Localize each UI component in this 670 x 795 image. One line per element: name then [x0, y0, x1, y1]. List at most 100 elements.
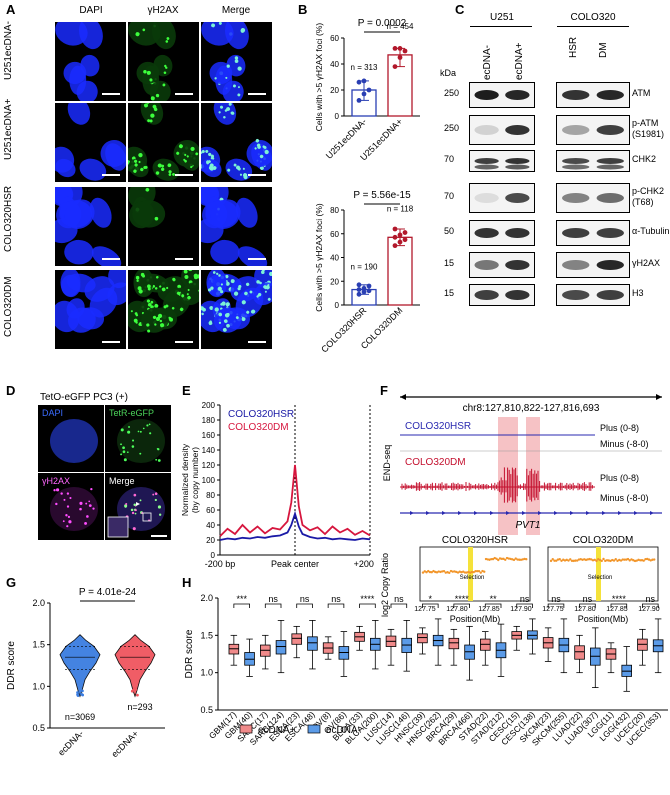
focus — [149, 119, 153, 123]
strand-label: Plus (0-8) — [600, 473, 639, 483]
focus — [264, 149, 269, 155]
cn-selection-label: Selection — [460, 575, 485, 581]
focus — [163, 71, 167, 75]
cn-point — [593, 558, 596, 561]
scale-bar — [102, 258, 120, 260]
focus — [186, 293, 189, 296]
nucleus — [246, 138, 272, 167]
series-line — [219, 510, 371, 541]
band — [596, 260, 624, 270]
nucleus — [140, 103, 164, 125]
focus — [201, 151, 203, 154]
data-point — [361, 289, 367, 295]
focus — [186, 155, 189, 158]
cn-xlabel: Position(Mb) — [578, 614, 629, 624]
focus — [79, 507, 82, 511]
band — [474, 228, 499, 238]
focus — [152, 104, 157, 109]
nucleus-dapi — [108, 270, 126, 289]
series-line — [219, 464, 371, 537]
focus — [237, 86, 240, 89]
band — [596, 193, 624, 203]
significance-label: ns — [300, 594, 310, 604]
micrograph-gh2ax — [128, 270, 199, 349]
focus — [136, 279, 139, 282]
focus — [214, 77, 217, 80]
focus — [133, 169, 137, 173]
violin — [114, 634, 156, 698]
y-tick-label: 0 — [335, 112, 340, 121]
cn-point — [428, 570, 432, 574]
focus — [161, 287, 166, 292]
scale-bar — [151, 535, 167, 537]
focus — [152, 493, 155, 496]
image-merge: Merge — [105, 473, 171, 540]
focus — [184, 275, 189, 279]
focus — [184, 159, 187, 163]
focus — [168, 173, 172, 176]
gene-label: PVT1 — [515, 520, 540, 531]
focus — [84, 521, 88, 525]
focus — [256, 280, 260, 284]
significance-label: ns — [394, 594, 404, 604]
gene-strand-mark — [650, 511, 654, 515]
kda-marker: 70 — [444, 154, 455, 164]
significance-label: *** — [236, 594, 247, 604]
blot-box — [469, 115, 535, 145]
nucleus-dapi — [60, 270, 81, 297]
focus — [259, 154, 264, 159]
y-tick-label: 100 — [202, 476, 216, 485]
y-tick-label: 180 — [202, 416, 216, 425]
data-point — [361, 78, 367, 84]
nucleus-green — [149, 80, 171, 101]
y-tick-label: 1.0 — [32, 681, 45, 691]
significance-bracket — [359, 603, 376, 608]
focus — [142, 427, 145, 430]
cn-point — [518, 558, 521, 561]
scale-bar — [248, 174, 266, 176]
cn-point — [602, 557, 605, 561]
focus — [154, 498, 157, 502]
focus — [218, 312, 223, 317]
cn-point — [472, 570, 475, 574]
focus — [233, 163, 237, 167]
nucleus — [222, 80, 244, 101]
group-line-u251 — [470, 26, 532, 27]
focus — [225, 274, 229, 279]
arrowhead-left — [400, 394, 406, 400]
nucleus-dapi — [253, 282, 272, 306]
focus — [267, 297, 271, 301]
blot-label: p-ATM (S1981) — [632, 118, 665, 139]
cn-point — [595, 559, 598, 563]
focus — [85, 502, 88, 505]
scale-bar — [248, 93, 266, 95]
gene-strand-mark — [538, 511, 542, 515]
focus — [225, 302, 230, 307]
box — [448, 637, 460, 650]
focus — [168, 170, 172, 174]
cn-point — [574, 559, 577, 562]
blot-label: α-Tubulin — [632, 226, 670, 236]
focus — [150, 113, 155, 118]
cn-selection-label: Selection — [588, 575, 613, 581]
focus — [264, 290, 267, 293]
focus — [146, 299, 151, 303]
focus — [165, 304, 169, 308]
nucleus-dapi — [89, 197, 112, 228]
scale-bar — [102, 174, 120, 176]
y-tick-label: 40 — [206, 521, 215, 530]
focus — [159, 285, 162, 288]
n-label: n=3069 — [65, 712, 95, 722]
focus — [205, 149, 209, 153]
scale-bar — [102, 341, 120, 343]
focus — [138, 289, 143, 294]
panel-label-g: G — [6, 575, 17, 590]
focus — [226, 323, 230, 328]
cn-point — [474, 569, 477, 573]
focus — [195, 152, 199, 156]
focus — [162, 83, 166, 87]
gene-strand-mark — [474, 511, 478, 515]
nucleus — [55, 158, 76, 178]
focus — [171, 306, 175, 310]
